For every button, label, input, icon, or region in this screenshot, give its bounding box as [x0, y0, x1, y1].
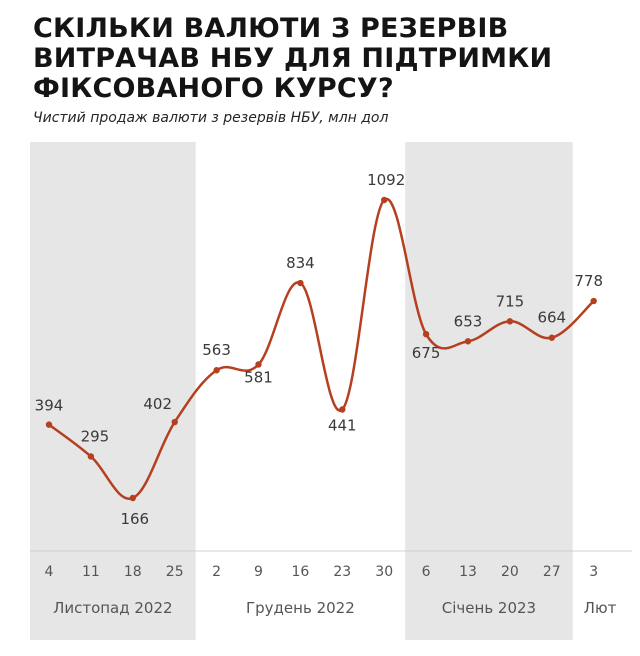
x-tick-label: 30: [375, 564, 393, 580]
month-label: Листопад 2022: [53, 599, 173, 617]
chart-title: СКІЛЬКИ ВАЛЮТИ З РЕЗЕРВІВ ВИТРАЧАВ НБУ Д…: [33, 13, 553, 104]
data-label: 402: [143, 395, 172, 413]
x-tick-label: 11: [82, 564, 100, 580]
x-tick-label: 27: [543, 564, 561, 580]
month-label: Лют: [584, 599, 617, 617]
data-label: 778: [574, 272, 603, 290]
data-point: [171, 418, 178, 426]
x-tick-label: 13: [459, 564, 477, 580]
data-point: [506, 318, 514, 325]
data-point: [464, 338, 472, 345]
month-band: [30, 142, 196, 640]
data-label: 295: [81, 427, 110, 445]
data-point: [297, 279, 304, 287]
x-tick-label: 2: [212, 564, 221, 580]
data-label: 675: [412, 344, 441, 362]
x-tick-label: 25: [166, 564, 184, 580]
data-label: 1092: [367, 171, 405, 189]
x-tick-label: 16: [291, 564, 309, 580]
data-point: [339, 406, 346, 413]
data-label: 166: [120, 510, 149, 528]
data-label: 441: [328, 417, 357, 435]
data-point: [45, 421, 53, 428]
data-point: [255, 361, 262, 368]
x-tick-label: 20: [501, 564, 519, 580]
data-label: 563: [202, 341, 231, 359]
data-point: [87, 453, 95, 460]
x-tick-label: 6: [422, 564, 431, 580]
x-tick-label: 4: [45, 564, 54, 580]
x-tick-label: 3: [589, 564, 598, 580]
x-tick-label: 18: [124, 564, 142, 580]
month-label: Січень 2023: [442, 599, 536, 617]
month-label: Грудень 2022: [246, 599, 355, 617]
data-label: 581: [244, 368, 273, 386]
data-label: 664: [537, 309, 566, 327]
data-point: [213, 367, 220, 374]
data-point: [422, 330, 430, 338]
x-tick-label: 9: [254, 564, 263, 580]
data-label: 394: [35, 397, 64, 415]
data-point: [590, 297, 597, 305]
data-label: 834: [286, 254, 315, 272]
data-point: [548, 334, 555, 341]
x-tick-label: 23: [333, 564, 351, 580]
data-label: 653: [454, 312, 483, 330]
data-point: [129, 494, 136, 502]
series-line: [47, 197, 595, 500]
chart-subtitle: Чистий продаж валюти з резервів НБУ, млн…: [33, 110, 389, 126]
data-label: 715: [496, 292, 525, 310]
data-point: [381, 196, 388, 204]
month-band: [405, 142, 573, 640]
